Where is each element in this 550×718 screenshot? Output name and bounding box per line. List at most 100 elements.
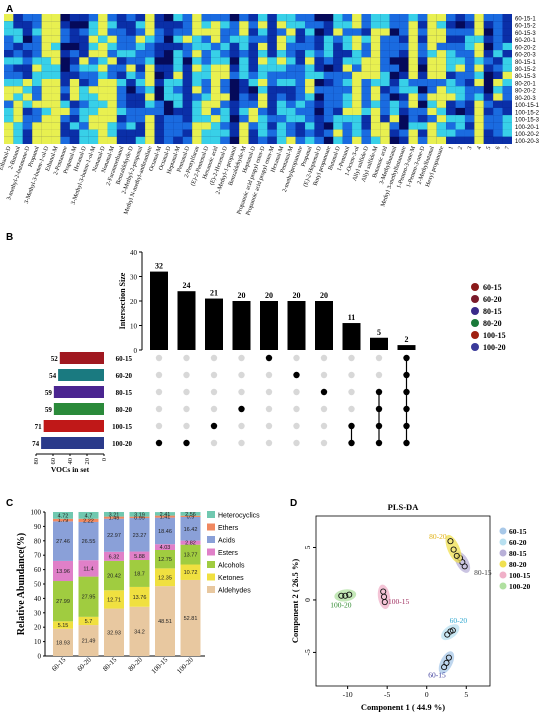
pls-group-ellipse bbox=[438, 651, 455, 674]
upset-set-size-value: 71 bbox=[35, 423, 43, 431]
pls-x-tick-label: 5 bbox=[464, 690, 468, 699]
heatmap-cell bbox=[427, 100, 437, 108]
upset-set-size-bar bbox=[53, 386, 104, 398]
heatmap-cell bbox=[286, 122, 296, 130]
heatmap-cell bbox=[455, 28, 465, 36]
heatmap-cell bbox=[192, 57, 202, 65]
heatmap-cell bbox=[361, 42, 371, 51]
heatmap-cell bbox=[417, 57, 428, 65]
pls-legend-swatch bbox=[499, 527, 507, 535]
heatmap-cell bbox=[258, 115, 268, 123]
pls-sample-point bbox=[346, 591, 353, 598]
heatmap-cell bbox=[201, 21, 211, 29]
heatmap-cell bbox=[220, 64, 230, 72]
stack-segment bbox=[104, 608, 124, 656]
stack-legend-swatch bbox=[207, 548, 215, 556]
heatmap-cell bbox=[361, 107, 371, 116]
heatmap-cell bbox=[4, 14, 14, 22]
heatmap-cell bbox=[239, 122, 249, 130]
heatmap-cell bbox=[107, 28, 117, 36]
heatmap-cell bbox=[192, 136, 202, 144]
heatmap-cell bbox=[427, 64, 437, 72]
stack-segment-label: 16.42 bbox=[184, 527, 198, 533]
heatmap-row-label: 80-20-1 bbox=[515, 81, 536, 87]
upset-matrix-dot-filled bbox=[265, 354, 273, 362]
stack-segment bbox=[155, 568, 175, 587]
heatmap-cell bbox=[483, 14, 494, 22]
heatmap-cell bbox=[305, 64, 315, 72]
heatmap-cell bbox=[220, 57, 230, 65]
heatmap-cell bbox=[361, 71, 371, 79]
heatmap-cell bbox=[474, 35, 484, 43]
heatmap-cell bbox=[182, 21, 193, 29]
heatmap-cell bbox=[69, 35, 80, 43]
upset-intersection-bar bbox=[150, 271, 168, 350]
heatmap-cell bbox=[220, 93, 230, 101]
heatmap-cell bbox=[239, 57, 249, 65]
heatmap-cell bbox=[389, 79, 400, 87]
heatmap-cell bbox=[69, 64, 80, 72]
heatmap-cell bbox=[22, 86, 33, 94]
heatmap-cell bbox=[154, 64, 164, 72]
heatmap-cell bbox=[370, 42, 381, 51]
heatmap-cell bbox=[88, 86, 99, 94]
heatmap-cell bbox=[258, 86, 268, 94]
upset-set-size-bar bbox=[43, 420, 104, 432]
heatmap-cell bbox=[116, 129, 127, 137]
heatmap-cell bbox=[41, 100, 52, 108]
heatmap-cell bbox=[229, 21, 240, 29]
stack-segment-label: 5.15 bbox=[58, 623, 69, 629]
heatmap-cell bbox=[60, 71, 70, 79]
heatmap-cell bbox=[276, 107, 287, 116]
heatmap-cell bbox=[352, 86, 362, 94]
heatmap-cell bbox=[60, 21, 70, 29]
heatmap-cell bbox=[333, 28, 343, 36]
heatmap-cell bbox=[361, 57, 371, 65]
upset-intersection-bar bbox=[260, 301, 278, 350]
heatmap-cell bbox=[69, 122, 80, 130]
stack-segment-label: 13.77 bbox=[184, 553, 198, 559]
heatmap-cell bbox=[4, 42, 14, 51]
heatmap-cell bbox=[417, 129, 428, 137]
heatmap-cell bbox=[41, 42, 52, 51]
heatmap-cell bbox=[352, 50, 362, 58]
heatmap-row-label: 100-20-2 bbox=[515, 132, 540, 138]
upset-matrix-dot-empty bbox=[155, 388, 163, 396]
heatmap-cell bbox=[201, 42, 211, 51]
heatmap-cell bbox=[493, 71, 503, 79]
heatmap-cell bbox=[483, 64, 494, 72]
upset-set-size-value: 74 bbox=[32, 440, 40, 448]
heatmap-cell bbox=[455, 35, 465, 43]
heatmap-cell bbox=[107, 71, 117, 79]
upset-matrix-dot-empty bbox=[238, 354, 245, 362]
heatmap-cell bbox=[380, 122, 390, 130]
heatmap-cell bbox=[417, 50, 428, 58]
heatmap-cell bbox=[107, 107, 117, 116]
heatmap-cell bbox=[474, 129, 484, 137]
heatmap-cell bbox=[229, 100, 240, 108]
heatmap-cell bbox=[314, 100, 324, 108]
heatmap-cell bbox=[342, 79, 353, 87]
upset-matrix-dot-empty bbox=[210, 439, 218, 447]
upset-set-size-tick-label: 40 bbox=[67, 458, 74, 465]
heatmap-cell bbox=[276, 35, 287, 43]
heatmap-cell bbox=[60, 50, 70, 58]
heatmap-cell bbox=[342, 14, 353, 22]
heatmap-cell bbox=[210, 115, 221, 123]
stack-segment-label: 27.46 bbox=[56, 539, 70, 545]
heatmap-cell bbox=[267, 129, 277, 137]
heatmap-cell bbox=[286, 28, 296, 36]
heatmap-cell bbox=[295, 14, 306, 22]
heatmap-cell bbox=[380, 71, 390, 79]
heatmap-cell bbox=[192, 14, 202, 22]
heatmap-cell bbox=[361, 115, 371, 123]
heatmap-cell bbox=[51, 86, 61, 94]
heatmap-cell bbox=[98, 86, 108, 94]
heatmap-cell bbox=[98, 50, 108, 58]
heatmap-cell bbox=[502, 115, 512, 123]
stack-legend-label: Alcohols bbox=[218, 563, 245, 570]
heatmap-cell bbox=[41, 14, 52, 22]
heatmap-cell bbox=[22, 79, 33, 87]
heatmap-cell bbox=[229, 64, 240, 72]
stack-segment-label: 13.96 bbox=[56, 569, 70, 575]
